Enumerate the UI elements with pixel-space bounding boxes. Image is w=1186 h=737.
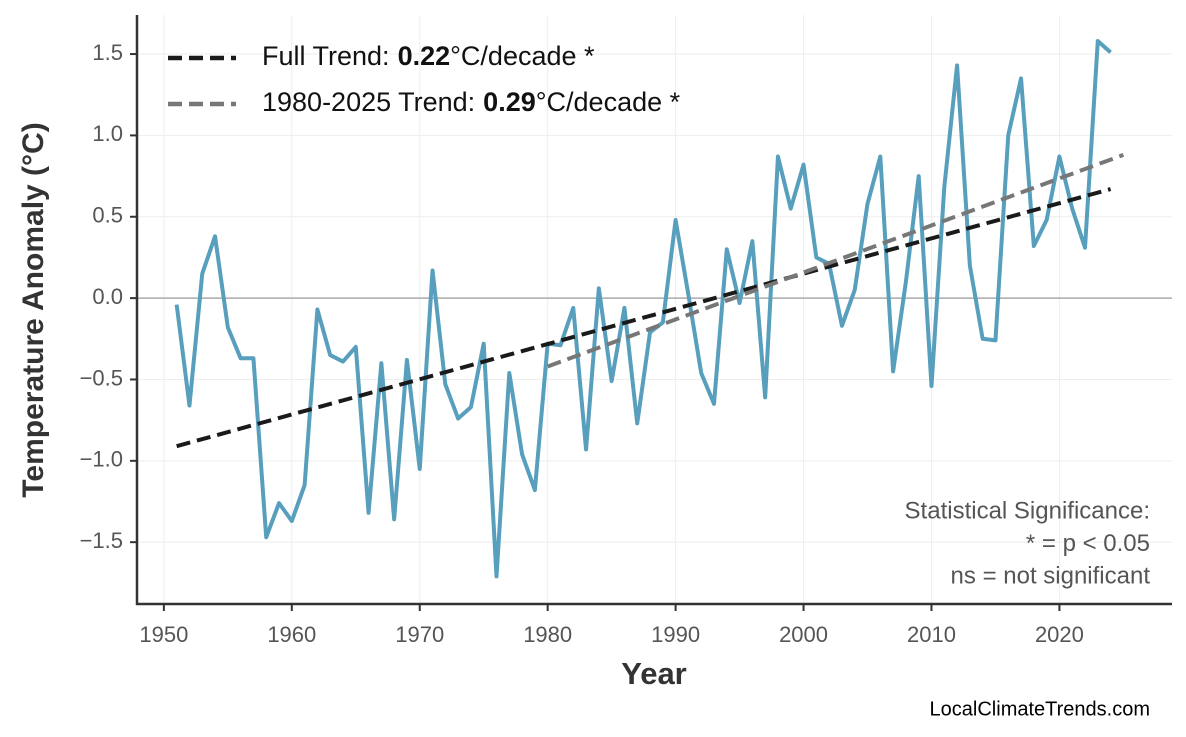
trend-line [176, 187, 1112, 449]
legend-slope: 0.29 [483, 87, 536, 117]
y-tick-label: −0.5 [80, 365, 123, 390]
legend-name: Full Trend: [262, 41, 390, 71]
y-axis-label: Temperature Anomaly (°C) [17, 122, 50, 497]
x-tick-label: 1960 [267, 622, 316, 647]
source: LocalClimateTrends.com [930, 698, 1150, 720]
trend-line [546, 153, 1125, 369]
legend-name: 1980-2025 Trend: [262, 87, 475, 117]
x-tick-label: 1950 [139, 622, 188, 647]
annotation: * = p < 0.05 [1026, 530, 1150, 557]
y-tick-label: 1.5 [92, 40, 123, 65]
legend-label: Full Trend: 0.22°C/decade * [262, 41, 595, 71]
legend-slope: 0.22 [398, 41, 451, 71]
annotation: ns = not significant [951, 562, 1151, 589]
x-axis-label: Year [621, 656, 687, 691]
y-tick-label: 1.0 [92, 121, 123, 146]
legend-suffix: °C/decade * [536, 87, 681, 117]
x-tick-label: 1980 [523, 622, 572, 647]
x-tick-label: 2010 [907, 622, 956, 647]
y-tick-label: −1.0 [80, 447, 123, 472]
legend-suffix: °C/decade * [450, 41, 595, 71]
y-tick-label: −1.5 [80, 528, 123, 553]
x-tick-label: 1990 [651, 622, 700, 647]
y-tick-label: 0.5 [92, 203, 123, 228]
annotation: Statistical Significance: [905, 497, 1150, 524]
y-tick-label: 0.0 [92, 284, 123, 309]
x-tick-label: 2000 [779, 622, 828, 647]
legend-label: 1980-2025 Trend: 0.29°C/decade * [262, 87, 681, 117]
x-tick-label: 2020 [1035, 622, 1084, 647]
data-line [174, 39, 1112, 579]
x-tick-label: 1970 [395, 622, 444, 647]
